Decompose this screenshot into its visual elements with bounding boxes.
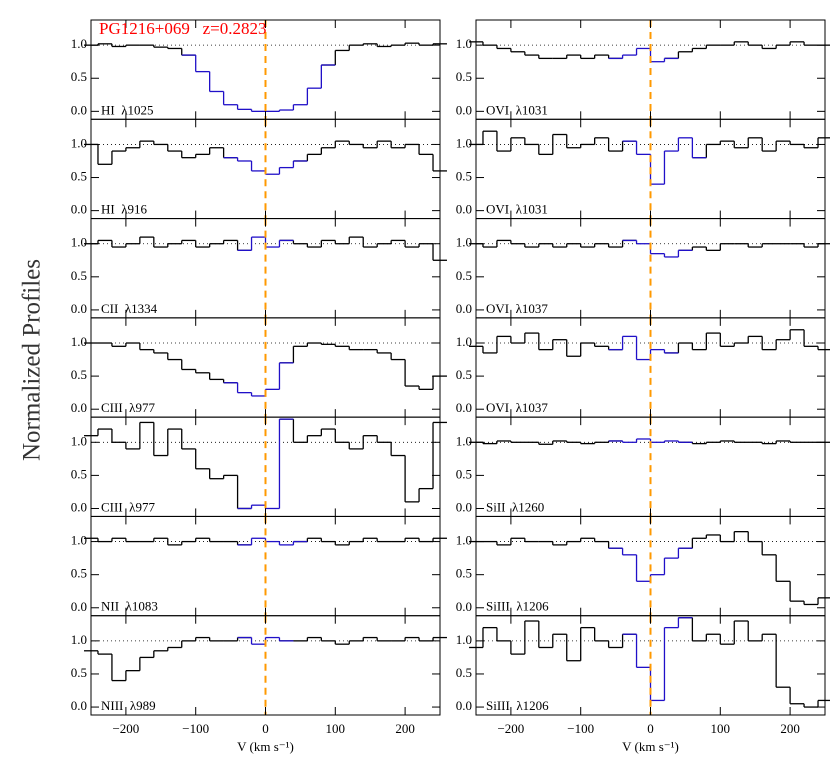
- chart-title: PG1216+069 z=0.2823: [99, 19, 266, 38]
- y-tick-label: 0.5: [71, 169, 87, 184]
- y-tick-label: 0.5: [456, 268, 472, 283]
- y-tick-label: 0.0: [71, 102, 87, 117]
- y-tick-label: 1.0: [71, 433, 87, 448]
- y-tick-label: 0.5: [71, 566, 87, 581]
- x-tick-label: 0: [647, 721, 654, 736]
- y-tick-label: 0.5: [71, 268, 87, 283]
- x-tick-label: 200: [395, 721, 415, 736]
- y-tick-label: 1.0: [71, 533, 87, 548]
- x-tick-label: −100: [567, 721, 594, 736]
- y-tick-label: 1.0: [456, 135, 472, 150]
- y-tick-label: 1.0: [71, 135, 87, 150]
- y-tick-label: 1.0: [71, 235, 87, 250]
- line-label: NII λ1083: [101, 599, 158, 614]
- y-tick-label: 0.5: [456, 69, 472, 84]
- x-tick-label: −200: [497, 721, 524, 736]
- y-tick-label: 0.0: [71, 599, 87, 614]
- y-tick-label: 0.0: [456, 102, 472, 117]
- line-label: OVI λ1037: [486, 400, 548, 415]
- y-tick-label: 0.5: [71, 367, 87, 382]
- line-label: NIII λ989: [101, 698, 156, 713]
- y-tick-label: 0.0: [456, 301, 472, 316]
- y-tick-label: 1.0: [456, 36, 472, 51]
- x-tick-label: 200: [780, 721, 800, 736]
- y-tick-label: 1.0: [456, 533, 472, 548]
- line-label: OVI λ1031: [486, 102, 548, 117]
- y-tick-label: 0.0: [71, 400, 87, 415]
- y-tick-label: 0.5: [456, 367, 472, 382]
- line-label: HI λ1025: [101, 102, 154, 117]
- line-label: SiIII λ1206: [486, 698, 549, 713]
- y-tick-label: 0.5: [456, 466, 472, 481]
- x-tick-label: −200: [112, 721, 139, 736]
- y-tick-label: 0.5: [71, 466, 87, 481]
- y-tick-label: 0.0: [71, 301, 87, 316]
- y-tick-label: 1.0: [71, 334, 87, 349]
- y-tick-label: 0.0: [456, 599, 472, 614]
- y-tick-label: 1.0: [456, 632, 472, 647]
- y-tick-label: 0.0: [456, 698, 472, 713]
- y-axis-label: Normalized Profiles: [19, 259, 46, 461]
- line-label: CII λ1334: [101, 301, 158, 316]
- y-tick-label: 0.0: [456, 202, 472, 217]
- x-tick-label: 0: [262, 721, 269, 736]
- y-tick-label: 0.0: [71, 202, 87, 217]
- y-tick-label: 0.5: [456, 665, 472, 680]
- y-tick-label: 0.0: [456, 400, 472, 415]
- y-tick-label: 0.0: [71, 698, 87, 713]
- x-axis-label: V (km s⁻¹): [622, 739, 679, 754]
- line-label: HI λ916: [101, 202, 148, 217]
- line-label: CIII λ977: [101, 499, 155, 514]
- y-tick-label: 0.0: [456, 499, 472, 514]
- y-tick-label: 0.0: [71, 499, 87, 514]
- line-label: CIII λ977: [101, 400, 155, 415]
- y-tick-label: 1.0: [71, 36, 87, 51]
- y-tick-label: 1.0: [71, 632, 87, 647]
- line-label: OVI λ1037: [486, 301, 548, 316]
- y-tick-label: 1.0: [456, 334, 472, 349]
- line-label: OVI λ1031: [486, 202, 548, 217]
- y-tick-label: 1.0: [456, 433, 472, 448]
- x-axis-label: V (km s⁻¹): [237, 739, 294, 754]
- x-tick-label: 100: [711, 721, 731, 736]
- x-tick-label: 100: [326, 721, 346, 736]
- y-tick-label: 0.5: [71, 665, 87, 680]
- x-tick-label: −100: [182, 721, 209, 736]
- y-tick-label: 0.5: [456, 566, 472, 581]
- line-label: SiII λ1260: [486, 499, 544, 514]
- y-tick-label: 0.5: [71, 69, 87, 84]
- line-label: SiIII λ1206: [486, 599, 549, 614]
- y-tick-label: 0.5: [456, 169, 472, 184]
- y-tick-label: 1.0: [456, 235, 472, 250]
